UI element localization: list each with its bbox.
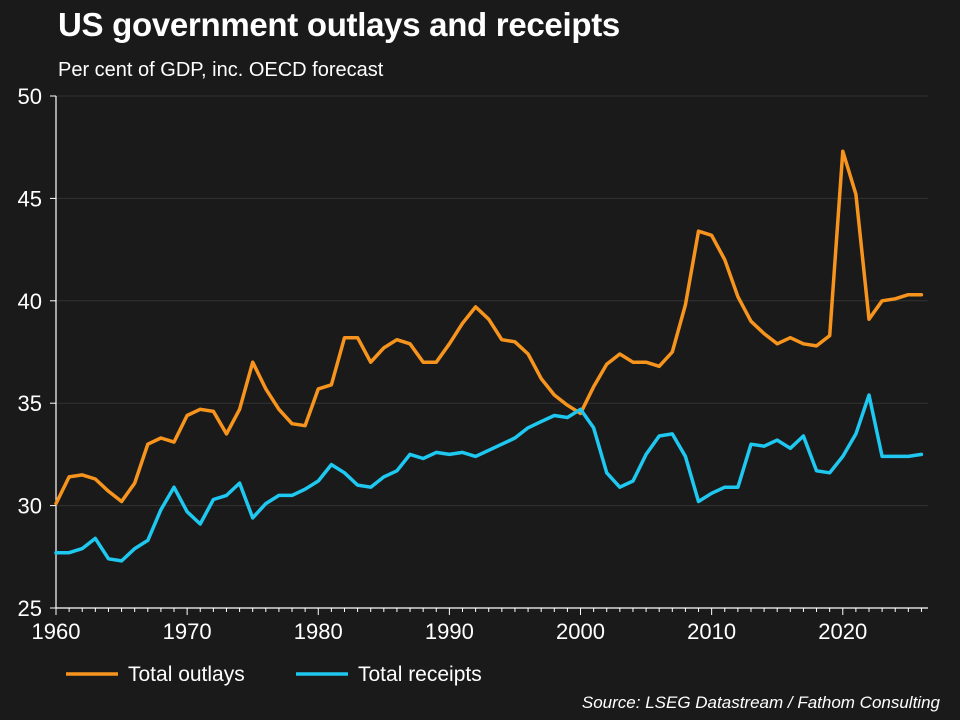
y-tick-label: 30: [18, 494, 42, 519]
x-tick-label: 1970: [163, 619, 212, 644]
y-tick-label: 45: [18, 186, 42, 211]
legend-label-outlays: Total outlays: [128, 663, 245, 686]
series-lines: [54, 149, 924, 563]
y-tick-label: 50: [18, 84, 42, 109]
x-tick-label: 1980: [294, 619, 343, 644]
y-tick-label: 40: [18, 289, 42, 314]
y-tick-label: 25: [18, 596, 42, 621]
axes: 25 30 35 40 45 50 1960 1970 1980 1990 2000 2010 2020: [18, 84, 928, 644]
chart-subtitle: Per cent of GDP, inc. OECD forecast: [58, 59, 384, 81]
series-line-receipts: [54, 393, 924, 563]
legend: Total outlays Total receipts: [66, 663, 482, 686]
legend-label-receipts: Total receipts: [358, 663, 482, 686]
gridlines: [56, 95, 928, 507]
y-tick-label: 35: [18, 391, 42, 416]
x-tick-label: 2000: [556, 619, 605, 644]
x-tick-label: 2010: [687, 619, 736, 644]
source-note: Source: LSEG Datastream / Fathom Consult…: [581, 693, 940, 712]
series-line-outlays: [54, 149, 924, 506]
x-tick-label: 1990: [425, 619, 474, 644]
x-tick-label: 2020: [818, 619, 867, 644]
chart-title: US government outlays and receipts: [58, 6, 620, 43]
x-tick-label: 1960: [32, 619, 81, 644]
